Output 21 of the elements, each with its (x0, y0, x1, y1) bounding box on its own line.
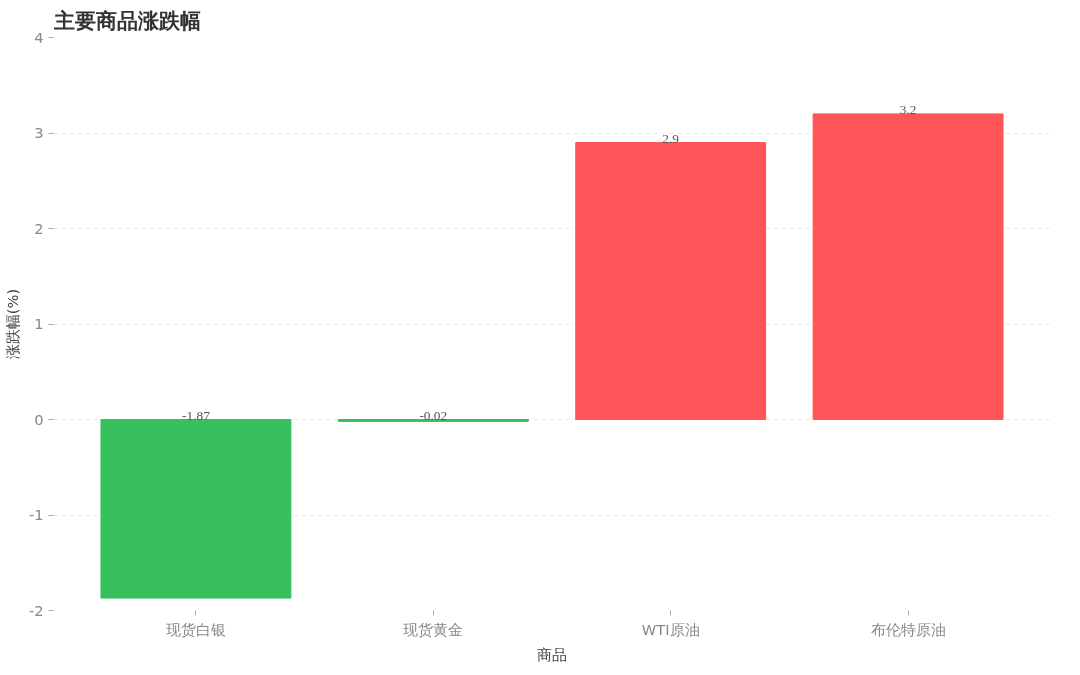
bar (575, 142, 767, 420)
y-tick-label: 2 (34, 219, 44, 237)
data-label: 2.9 (662, 130, 680, 146)
x-tick-label: 现货黄金 (403, 620, 464, 638)
bar (100, 419, 292, 599)
bar (812, 113, 1004, 420)
data-label: -0.02 (419, 407, 448, 423)
y-tick-label: -2 (28, 601, 44, 619)
x-tick-label: WTI原油 (641, 620, 700, 638)
y-tick-label: 4 (34, 28, 44, 46)
data-label: -1.87 (182, 407, 211, 423)
y-tick-label: 3 (34, 124, 44, 141)
x-axis-title: 商品 (537, 645, 567, 663)
x-tick-label: 布伦特原油 (870, 620, 946, 638)
chart-title: 主要商品涨跌幅 (52, 7, 201, 33)
y-tick-label: -1 (28, 506, 44, 523)
data-label: 3.2 (899, 101, 917, 117)
y-tick-label: 1 (34, 315, 44, 332)
y-tick-label: 0 (34, 410, 44, 428)
y-axis-title: 涨跌幅(%) (3, 288, 21, 360)
x-tick-label: 现货白银 (165, 620, 226, 638)
